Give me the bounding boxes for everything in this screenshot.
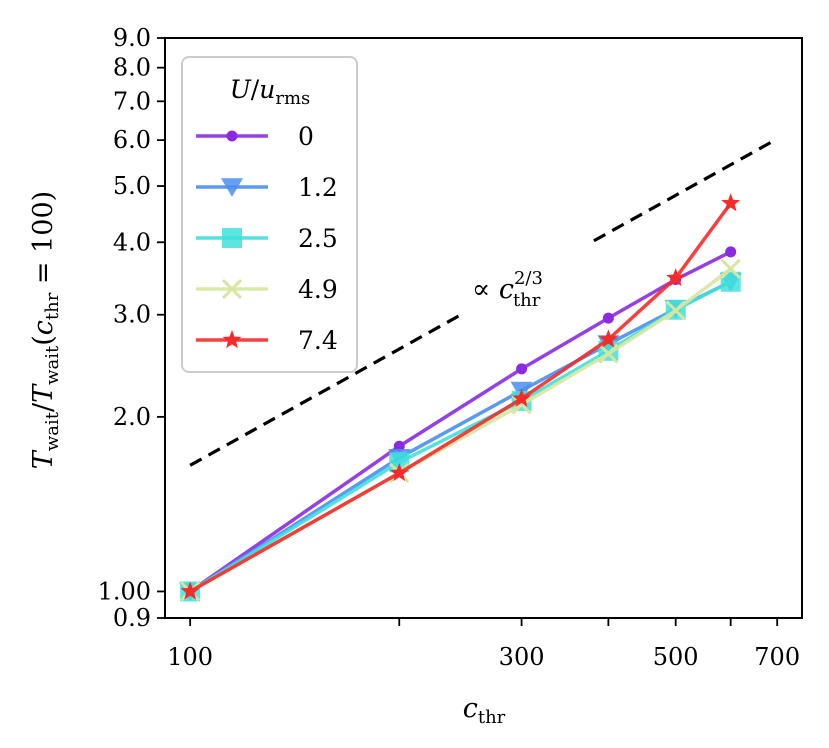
data-point-7-4-2 xyxy=(512,388,532,407)
legend: U/urms 0 1.2 2.5 4.9 7.4 xyxy=(181,56,358,373)
x-tick-label-2: 300 xyxy=(499,643,545,671)
y-tick-label-0: 0.9 xyxy=(113,604,151,632)
data-point-7-4-5 xyxy=(721,193,741,212)
x-tick-label-4: 500 xyxy=(653,643,699,671)
reference-dashed-line xyxy=(189,137,778,467)
y-tick-label-7: 7.0 xyxy=(113,87,151,115)
legend-items: 0 1.2 2.5 4.9 7.4 xyxy=(196,122,338,355)
legend-item-0: 0 xyxy=(196,122,314,151)
legend-marker xyxy=(221,278,243,300)
annotation-background xyxy=(462,240,590,316)
x-axis-label: cthr xyxy=(463,693,506,728)
y-tick-label-4: 4.0 xyxy=(113,228,151,256)
reference-annotation: ∝ c2/3 thr xyxy=(462,240,590,316)
data-point-7-4-0 xyxy=(180,581,200,600)
y-tick-label-5: 5.0 xyxy=(113,172,151,200)
y-tick-label-3: 3.0 xyxy=(113,301,151,329)
y-tick-label-1: 1.00 xyxy=(98,577,151,605)
data-point-2-5-5 xyxy=(720,271,741,292)
legend-item-4-9: 4.9 xyxy=(196,275,338,304)
legend-frame xyxy=(181,56,358,373)
plot-frame xyxy=(164,37,803,619)
data-point-4-9-5 xyxy=(720,258,741,279)
annotation-text: ∝ c2/3 thr xyxy=(472,268,543,311)
data-point-0-2 xyxy=(516,363,528,375)
data-point-4-9-3 xyxy=(598,343,619,364)
data-point-4-9-4 xyxy=(665,300,686,321)
series-line-7-4 xyxy=(189,202,733,593)
series-group xyxy=(179,193,742,602)
legend-marker xyxy=(222,228,242,248)
y-axis-label: Twait/Twait(cthr = 100) xyxy=(28,191,63,469)
legend-marker xyxy=(221,178,243,197)
legend-label: 2.5 xyxy=(298,224,338,253)
legend-label: 1.2 xyxy=(298,173,338,202)
y-ticks-group: 0.91.00 2.0 3.0 4.0 5.0 6.0 7.0 8.09.0 xyxy=(98,24,165,632)
y-tick-label-2: 2.0 xyxy=(113,403,151,431)
legend-marker xyxy=(226,130,238,142)
y-tick-label-6: 6.0 xyxy=(113,126,151,154)
legend-marker xyxy=(222,330,242,349)
legend-label: 7.4 xyxy=(298,326,338,355)
data-point-4-9-2 xyxy=(511,394,532,415)
data-point-0-3 xyxy=(602,312,614,324)
legend-title: U/urms xyxy=(230,75,311,109)
legend-label: 4.9 xyxy=(298,275,338,304)
data-point-7-4-3 xyxy=(598,329,618,348)
y-tick-label-8: 8.0 xyxy=(113,54,151,82)
legend-item-2-5: 2.5 xyxy=(196,224,338,253)
x-ticks-group: 100 300 500 700 xyxy=(167,618,800,671)
series-7-4 xyxy=(180,193,741,600)
series-line-0 xyxy=(189,250,732,593)
data-point-0-5 xyxy=(725,246,737,258)
data-point-7-4-1 xyxy=(389,463,409,482)
data-point-7-4-4 xyxy=(666,268,686,287)
legend-item-1-2: 1.2 xyxy=(196,173,338,202)
legend-item-7-4: 7.4 xyxy=(196,326,338,355)
x-tick-label-6: 700 xyxy=(754,643,800,671)
x-tick-label-0: 100 xyxy=(167,643,213,671)
data-point-0-1 xyxy=(393,440,405,452)
legend-label: 0 xyxy=(298,122,314,151)
reference-line-group xyxy=(189,137,778,467)
y-tick-label-9: 9.0 xyxy=(113,24,151,52)
